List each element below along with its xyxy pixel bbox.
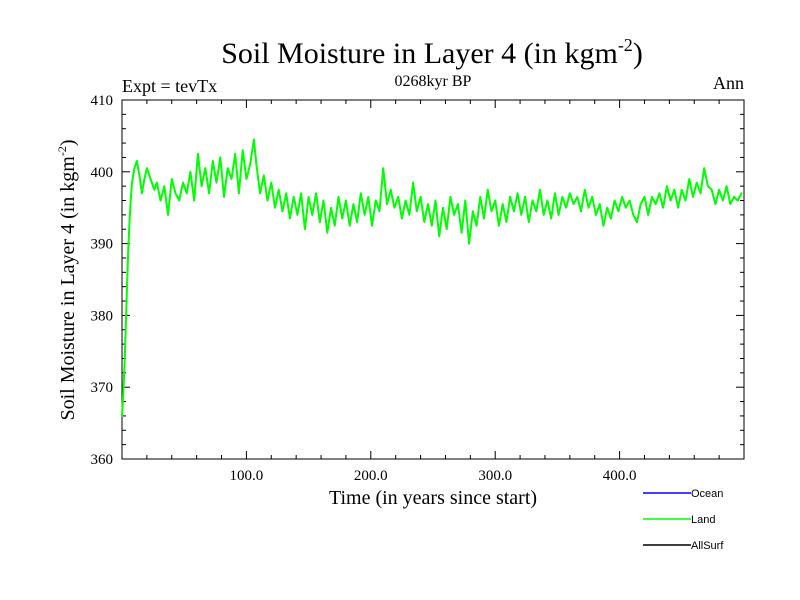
y-tick-label: 360 [91,452,114,468]
legend: Ocean Land AllSurf [643,488,724,552]
legend-label-land: Land [691,514,715,526]
y-tick-label: 370 [91,380,114,396]
y-tick-label: 400 [91,165,114,181]
season-label: Ann [713,73,744,93]
chart-title: Soil Moisture in Layer 4 (in kgm-2) [221,35,643,70]
minor-ticks [122,100,744,459]
x-axis-label: Time (in years since start) [329,487,537,509]
y-axis-label-main: Soil Moisture in Layer 4 (in kgm [57,156,79,421]
chart-title-superscript: -2 [618,35,633,55]
x-tick-label: 300.0 [478,468,512,484]
plot-frame [121,99,745,460]
x-tick-label: 100.0 [230,468,264,484]
y-axis-label-close: ) [57,139,79,146]
x-tick-label: 200.0 [354,468,388,484]
y-axis-ticks: 360 370 380 390 400 410 [91,93,744,468]
y-tick-label: 410 [91,93,114,109]
y-tick-label: 390 [91,237,114,253]
x-axis-ticks: 100.0 200.0 300.0 400.0 [230,100,637,484]
y-axis-label-superscript: -2 [55,146,69,156]
x-tick-label: 400.0 [603,468,637,484]
series-line-land [121,138,743,417]
legend-label-ocean: Ocean [691,488,723,500]
period-label: 0268kyr BP [395,73,472,90]
experiment-label: Expt = tevTx [122,76,217,96]
chart-title-main: Soil Moisture in Layer 4 (in kgm [221,37,618,70]
y-tick-label: 380 [91,308,114,324]
y-axis-label: Soil Moisture in Layer 4 (in kgm-2) [55,139,79,420]
legend-label-allsurf: AllSurf [691,540,724,552]
chart-title-close: ) [633,37,643,70]
